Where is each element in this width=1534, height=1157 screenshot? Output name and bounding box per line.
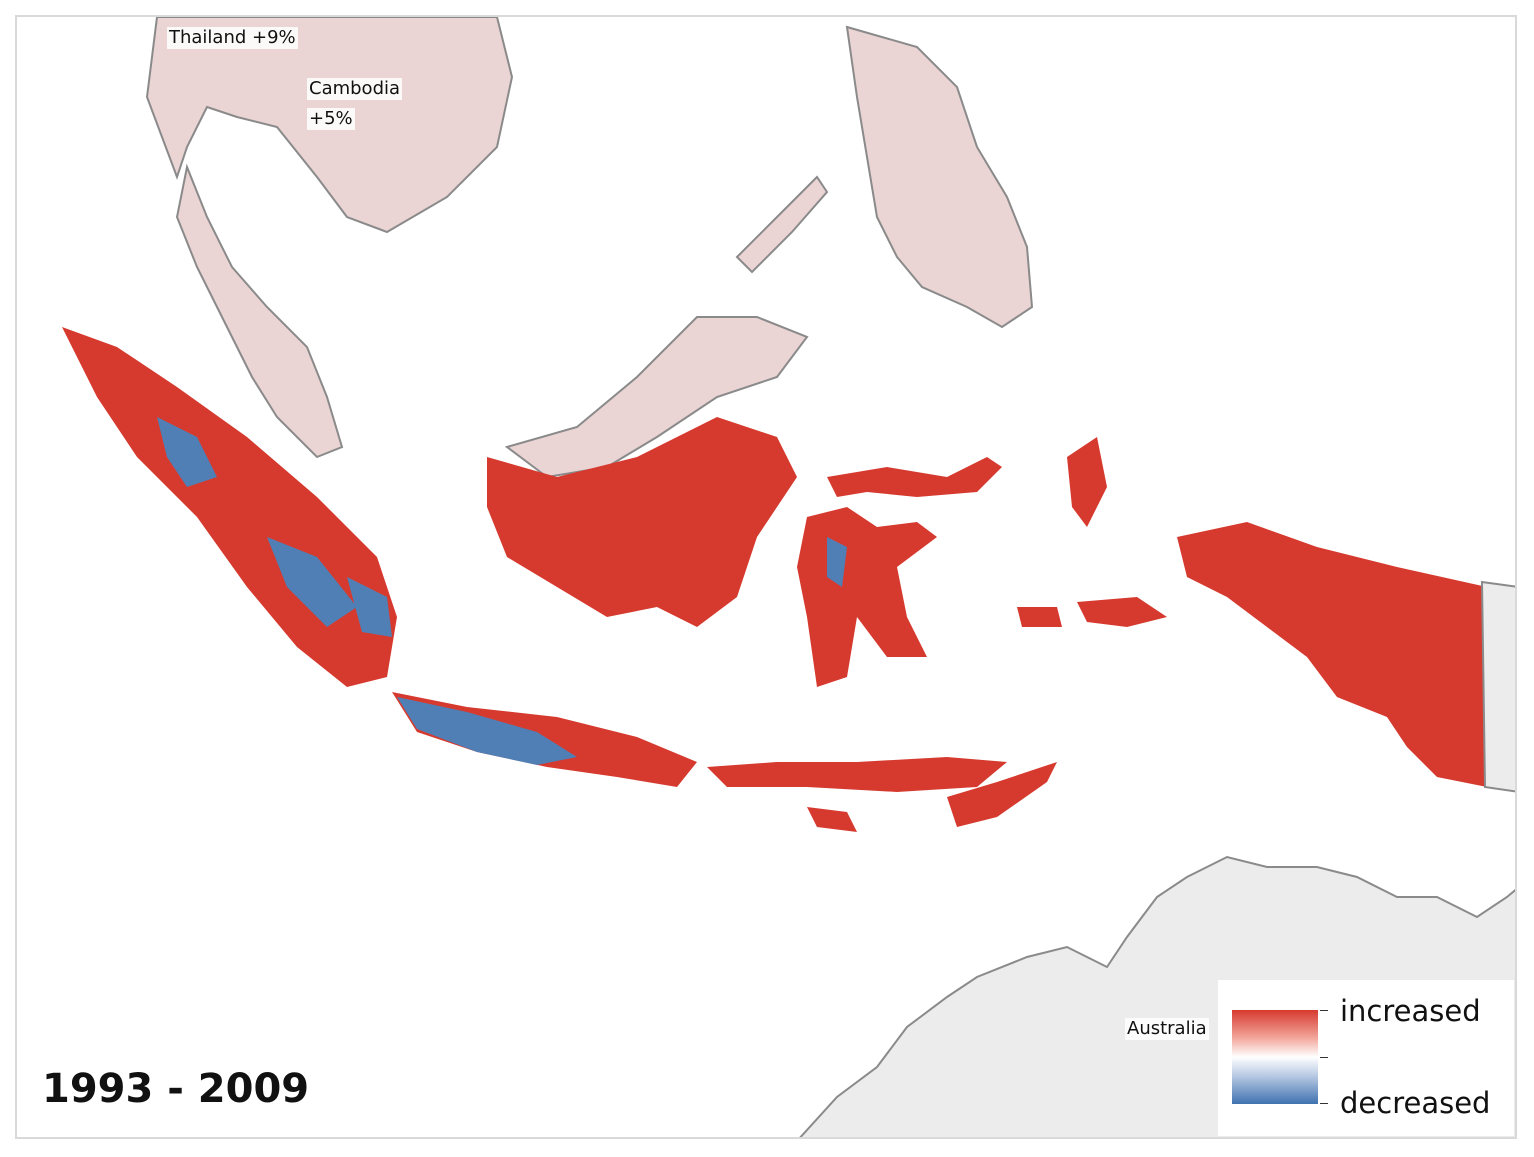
kalimantan <box>487 417 797 627</box>
map-frame: Thailand +9% Cambodia +5% Australia <box>15 15 1517 1139</box>
sulawesi-body <box>797 507 937 687</box>
sulawesi-north-arm <box>827 457 1002 497</box>
papua <box>1177 522 1487 787</box>
legend-gradient-bar <box>1232 1010 1318 1104</box>
palawan <box>735 175 829 274</box>
legend-label-decreased: decreased <box>1340 1086 1491 1120</box>
lesser-sunda <box>707 757 1007 792</box>
sumatra <box>62 327 397 687</box>
cambodia-label: Cambodia <box>307 78 403 100</box>
buru <box>1017 607 1062 627</box>
legend-tick-top <box>1320 1010 1328 1011</box>
maluku-north <box>1067 437 1107 527</box>
java-blue-west <box>397 697 577 765</box>
australia-label: Australia <box>1125 1018 1209 1040</box>
malay-peninsula <box>175 163 344 459</box>
sumatra-blue-patches <box>157 417 392 637</box>
period-title: 1993 - 2009 <box>42 1066 310 1112</box>
sulawesi-blue <box>827 537 847 587</box>
map-canvas <box>62 17 1515 1137</box>
thailand-label: Thailand +9% <box>167 27 298 49</box>
color-legend: increased decreased <box>1218 980 1514 1136</box>
png-border-region <box>1480 580 1515 793</box>
seram <box>1077 597 1167 627</box>
sumba <box>807 807 857 832</box>
timor <box>947 762 1057 827</box>
legend-tick-bottom <box>1320 1103 1328 1104</box>
cambodia-value-label: +5% <box>307 108 355 130</box>
legend-label-increased: increased <box>1340 994 1481 1028</box>
legend-tick-mid <box>1320 1057 1328 1058</box>
philippines <box>845 25 1034 329</box>
